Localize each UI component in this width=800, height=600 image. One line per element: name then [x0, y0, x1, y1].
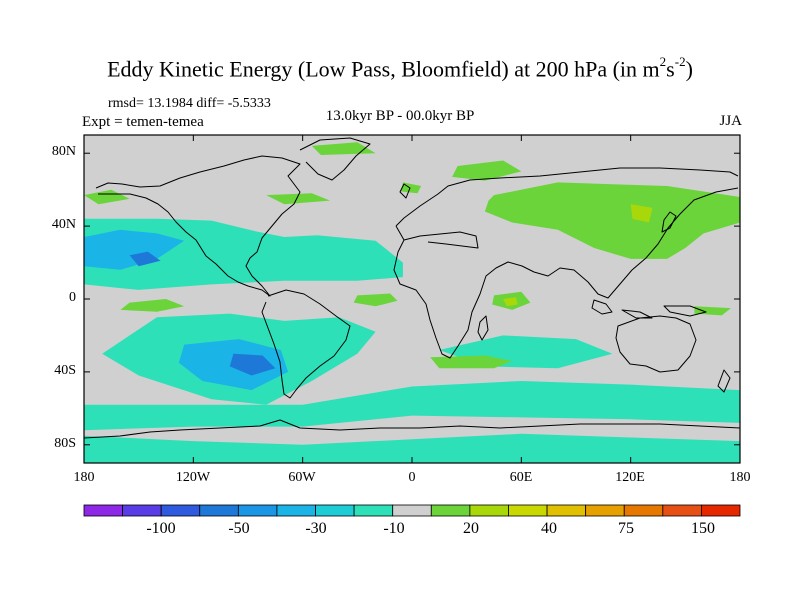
contour-region-pos-weak-18: [311, 142, 376, 155]
colorbar-label: -50: [228, 520, 250, 537]
lon-label-120e: 120E: [615, 470, 645, 485]
coast-indonesia: [591, 299, 707, 319]
lon-label-180e: 180: [729, 470, 751, 485]
coast-new-zealand: [717, 369, 731, 393]
colorbar-swatch: [701, 504, 741, 517]
colorbar-swatch: [122, 504, 162, 517]
colorbar-label: 20: [463, 520, 479, 537]
lon-label-180w: 180: [73, 470, 95, 485]
season-label: JJA: [719, 113, 742, 129]
contour-fields: [84, 142, 740, 463]
colorbar-swatch: [199, 504, 239, 517]
coastlines: [84, 137, 740, 439]
axis-ticks: [83, 135, 741, 463]
contour-region-pos-mid-20: [630, 204, 653, 223]
contour-region-pos-weak-10: [353, 293, 398, 307]
coast-australia: [615, 315, 697, 373]
colorbar-swatch: [83, 504, 123, 517]
experiment-label: Expt = temen-temea: [82, 114, 204, 130]
colorbar-label: -30: [305, 520, 327, 537]
lat-label-80n: 80N: [51, 144, 76, 159]
plot-title: Eddy Kinetic Energy (Low Pass, Bloomfiel…: [107, 54, 693, 82]
lon-label-60w: 60W: [288, 470, 316, 485]
contour-region-neg-strong-2: [129, 251, 161, 267]
colorbar-label: -10: [383, 520, 405, 537]
coast-mediterranean: [403, 231, 479, 249]
contour-region-pos-weak-19: [484, 182, 740, 259]
coast-madagascar: [477, 315, 489, 341]
lat-label-80s: 80S: [54, 436, 76, 451]
rmsd-diff-stats: rmsd= 13.1984 diff= -5.5333: [108, 96, 271, 111]
colorbar-swatch: [237, 504, 278, 517]
lon-label-0: 0: [408, 470, 416, 485]
contour-region-pos-weak-17: [452, 160, 522, 181]
lat-label-0: 0: [69, 290, 76, 305]
coast-europe-africa-asia: [393, 167, 739, 359]
coast-antarctica: [84, 419, 740, 439]
colorbar-label: 75: [618, 520, 634, 537]
contour-region-neg-mid-1: [84, 229, 185, 270]
contour-region-pos-weak-14: [84, 189, 130, 205]
contour-region-pos-weak-15: [266, 193, 330, 205]
contour-region-pos-weak-9: [120, 299, 185, 312]
period-label: 13.0kyr BP - 00.0kyr BP: [325, 108, 475, 124]
colorbar: [83, 504, 741, 517]
colorbar-swatch: [508, 504, 548, 517]
colorbar-swatch: [276, 504, 316, 517]
colorbar-label: -100: [146, 520, 176, 537]
colorbar-swatch: [585, 504, 625, 517]
lon-label-120w: 120W: [175, 470, 211, 485]
coast-british-isles: [399, 183, 411, 199]
colorbar-swatch: [160, 504, 201, 517]
colorbar-label: 150: [691, 520, 715, 537]
colorbar-swatch: [392, 504, 432, 517]
colorbar-swatch: [469, 504, 509, 517]
contour-region-pos-weak-13: [430, 355, 513, 369]
colorbar-swatch: [623, 504, 664, 517]
contour-region-neg-weak-6: [84, 381, 740, 431]
colorbar-swatch: [353, 504, 394, 517]
colorbar-swatch: [662, 504, 702, 517]
colorbar-swatch: [546, 504, 587, 517]
colorbar-swatch: [430, 504, 471, 517]
coast-south-america: [261, 289, 351, 399]
colorbar-label: 40: [541, 520, 557, 537]
contour-region-neg-strong-5: [229, 353, 276, 376]
coast-japan: [661, 211, 677, 233]
contour-region-neg-weak-8: [84, 433, 740, 463]
coast-north-america: [95, 155, 301, 297]
lat-label-40s: 40S: [54, 363, 76, 378]
lat-label-40n: 40N: [51, 217, 76, 232]
lon-label-60e: 60E: [509, 470, 533, 485]
contour-region-pos-mid-12: [503, 297, 518, 307]
coast-greenland: [299, 137, 371, 181]
colorbar-swatch: [315, 504, 355, 517]
